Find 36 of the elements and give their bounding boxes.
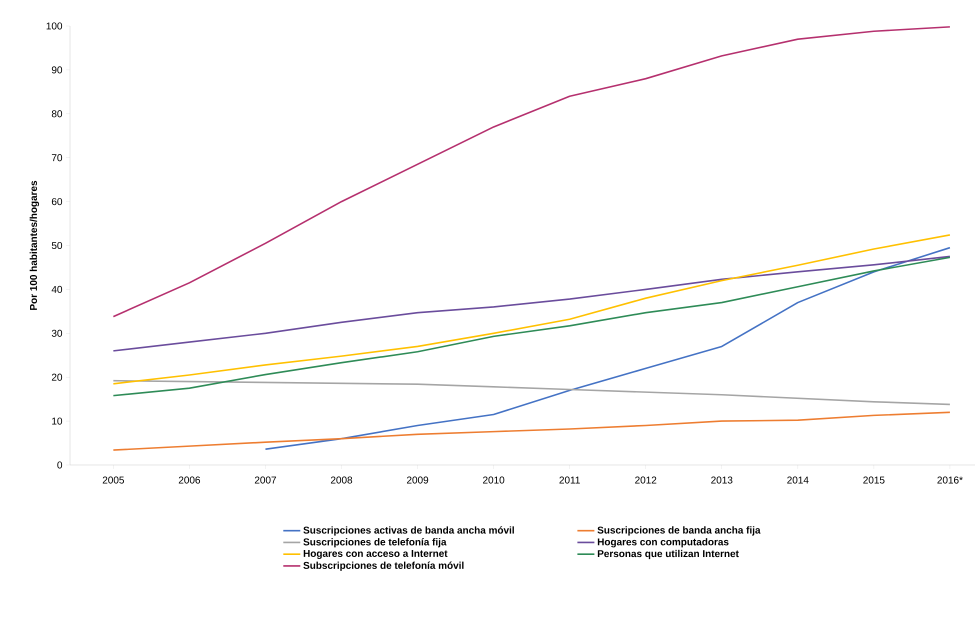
legend-label: Suscripciones de banda ancha fija: [597, 526, 761, 536]
y-tick-label: 60: [52, 198, 62, 206]
x-tick-label: 2005: [102, 476, 124, 484]
y-tick-label: 70: [52, 154, 62, 162]
legend-label: Subscripciones de telefonía móvil: [303, 562, 464, 571]
legend-label: Suscripciones de telefonía fija: [303, 538, 447, 548]
x-tick-label: 2015: [863, 476, 885, 484]
x-tick-label: 2013: [711, 476, 732, 484]
x-tick-label: 2008: [330, 476, 352, 484]
legend-label: Personas que utilizan Internet: [598, 550, 739, 560]
y-tick-label: 30: [52, 330, 62, 337]
x-tick-label: 2016*: [937, 476, 963, 484]
y-tick-label: 90: [52, 66, 62, 74]
line-series: [112, 256, 951, 396]
line-series: [112, 234, 951, 385]
line-series: [112, 412, 951, 451]
line-series: [264, 246, 951, 450]
x-tick-label: 2011: [559, 476, 580, 484]
y-tick-label: 40: [52, 286, 62, 293]
legend-label: Suscripciones activas de banda ancha móvil: [303, 526, 514, 536]
x-tick-label: 2006: [178, 476, 200, 484]
x-tick-label: 2014: [787, 476, 809, 484]
y-tick-label: 10: [52, 418, 62, 425]
y-axis-title: Por 100 habitantes/hogares: [30, 180, 40, 310]
legend-label: Hogares con acceso a Internet: [304, 550, 448, 559]
y-tick-label: 20: [52, 374, 62, 381]
x-tick-label: 2010: [483, 476, 504, 484]
x-tick-label: 2009: [406, 476, 428, 484]
legend-label: Hogares con computadoras: [598, 538, 729, 548]
x-tick-label: 2012: [635, 476, 656, 484]
y-tick-label: 50: [52, 242, 62, 250]
y-tick-label: 0: [57, 461, 62, 469]
y-tick-label: 80: [52, 110, 62, 118]
line-series: [112, 256, 951, 352]
y-tick-label: 100: [46, 22, 62, 30]
x-tick-label: 2007: [254, 476, 276, 484]
